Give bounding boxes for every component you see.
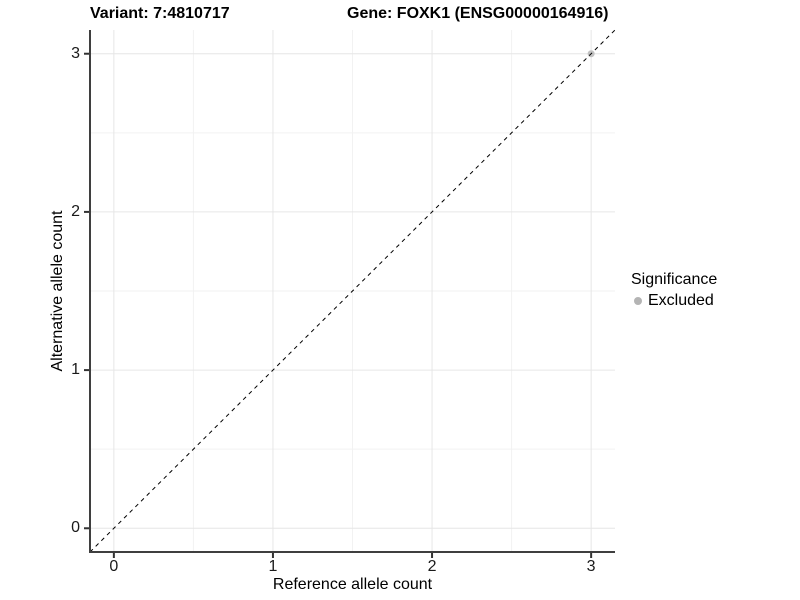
x-axis-title: Reference allele count: [272, 576, 433, 593]
legend: Significance Excluded: [631, 271, 717, 310]
excluded-point-icon: [634, 297, 642, 305]
x-tick-label: 0: [109, 558, 119, 575]
x-tick-label: 3: [586, 558, 596, 575]
y-tick-label: 3: [71, 44, 80, 62]
y-axis-title: Alternative allele count: [49, 210, 66, 372]
legend-title: Significance: [631, 271, 718, 288]
x-tick-label: 2: [427, 558, 437, 575]
plot-title-variant: Variant: 7:4810717: [90, 5, 230, 22]
y-tick-label: 0: [71, 519, 80, 537]
legend-entry-label: Excluded: [648, 292, 714, 309]
y-tick-label: 1: [71, 361, 80, 379]
y-tick-label: 2: [71, 202, 80, 220]
plot-title-gene: Gene: FOXK1 (ENSG00000164916): [347, 5, 609, 22]
legend-entry-excluded: Excluded: [634, 292, 717, 310]
x-tick-label: 1: [268, 558, 278, 575]
identity-reference-line: [89, 29, 616, 553]
